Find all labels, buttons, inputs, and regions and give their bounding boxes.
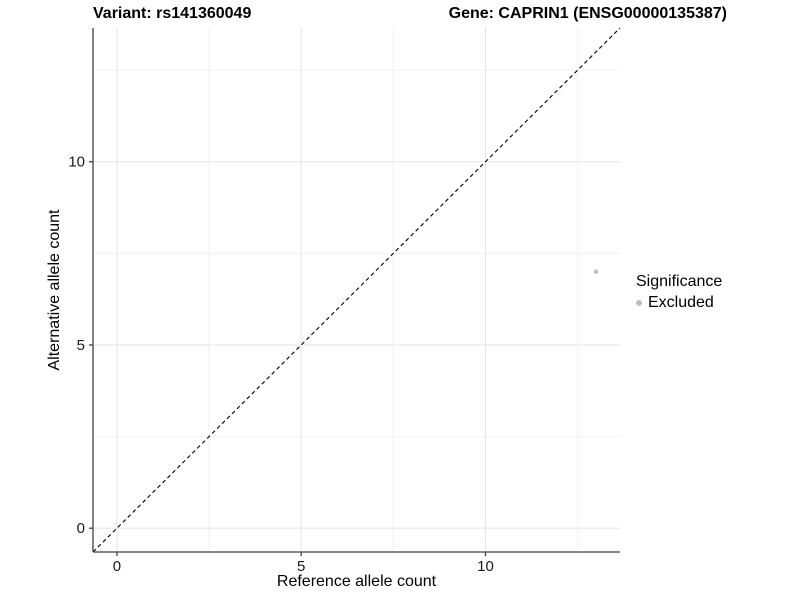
y-tick-label: 10 <box>68 154 85 171</box>
x-tick-label: 0 <box>113 558 121 575</box>
plot-title-gene: Gene: CAPRIN1 (ENSG00000135387) <box>448 5 727 22</box>
x-axis-label: Reference allele count <box>276 573 437 590</box>
legend: Significance Excluded <box>636 271 722 313</box>
y-tick-label: 5 <box>77 337 85 354</box>
legend-point-icon <box>636 299 642 306</box>
x-tick-label: 10 <box>477 558 494 575</box>
plot-title-variant: Variant: rs141360049 <box>93 5 252 22</box>
legend-title: Significance <box>636 273 723 290</box>
y-tick-label: 0 <box>77 520 85 537</box>
legend-item-label: Excluded <box>648 294 714 311</box>
y-axis-label: Alternative allele count <box>46 209 63 371</box>
plot-title: Variant: rs141360049 Gene: CAPRIN1 (ENSG… <box>93 5 727 23</box>
legend-item-excluded: Excluded <box>636 292 722 313</box>
data-point <box>593 269 599 274</box>
x-tick-label: 5 <box>297 558 305 575</box>
identity-dashed-line <box>92 27 621 553</box>
